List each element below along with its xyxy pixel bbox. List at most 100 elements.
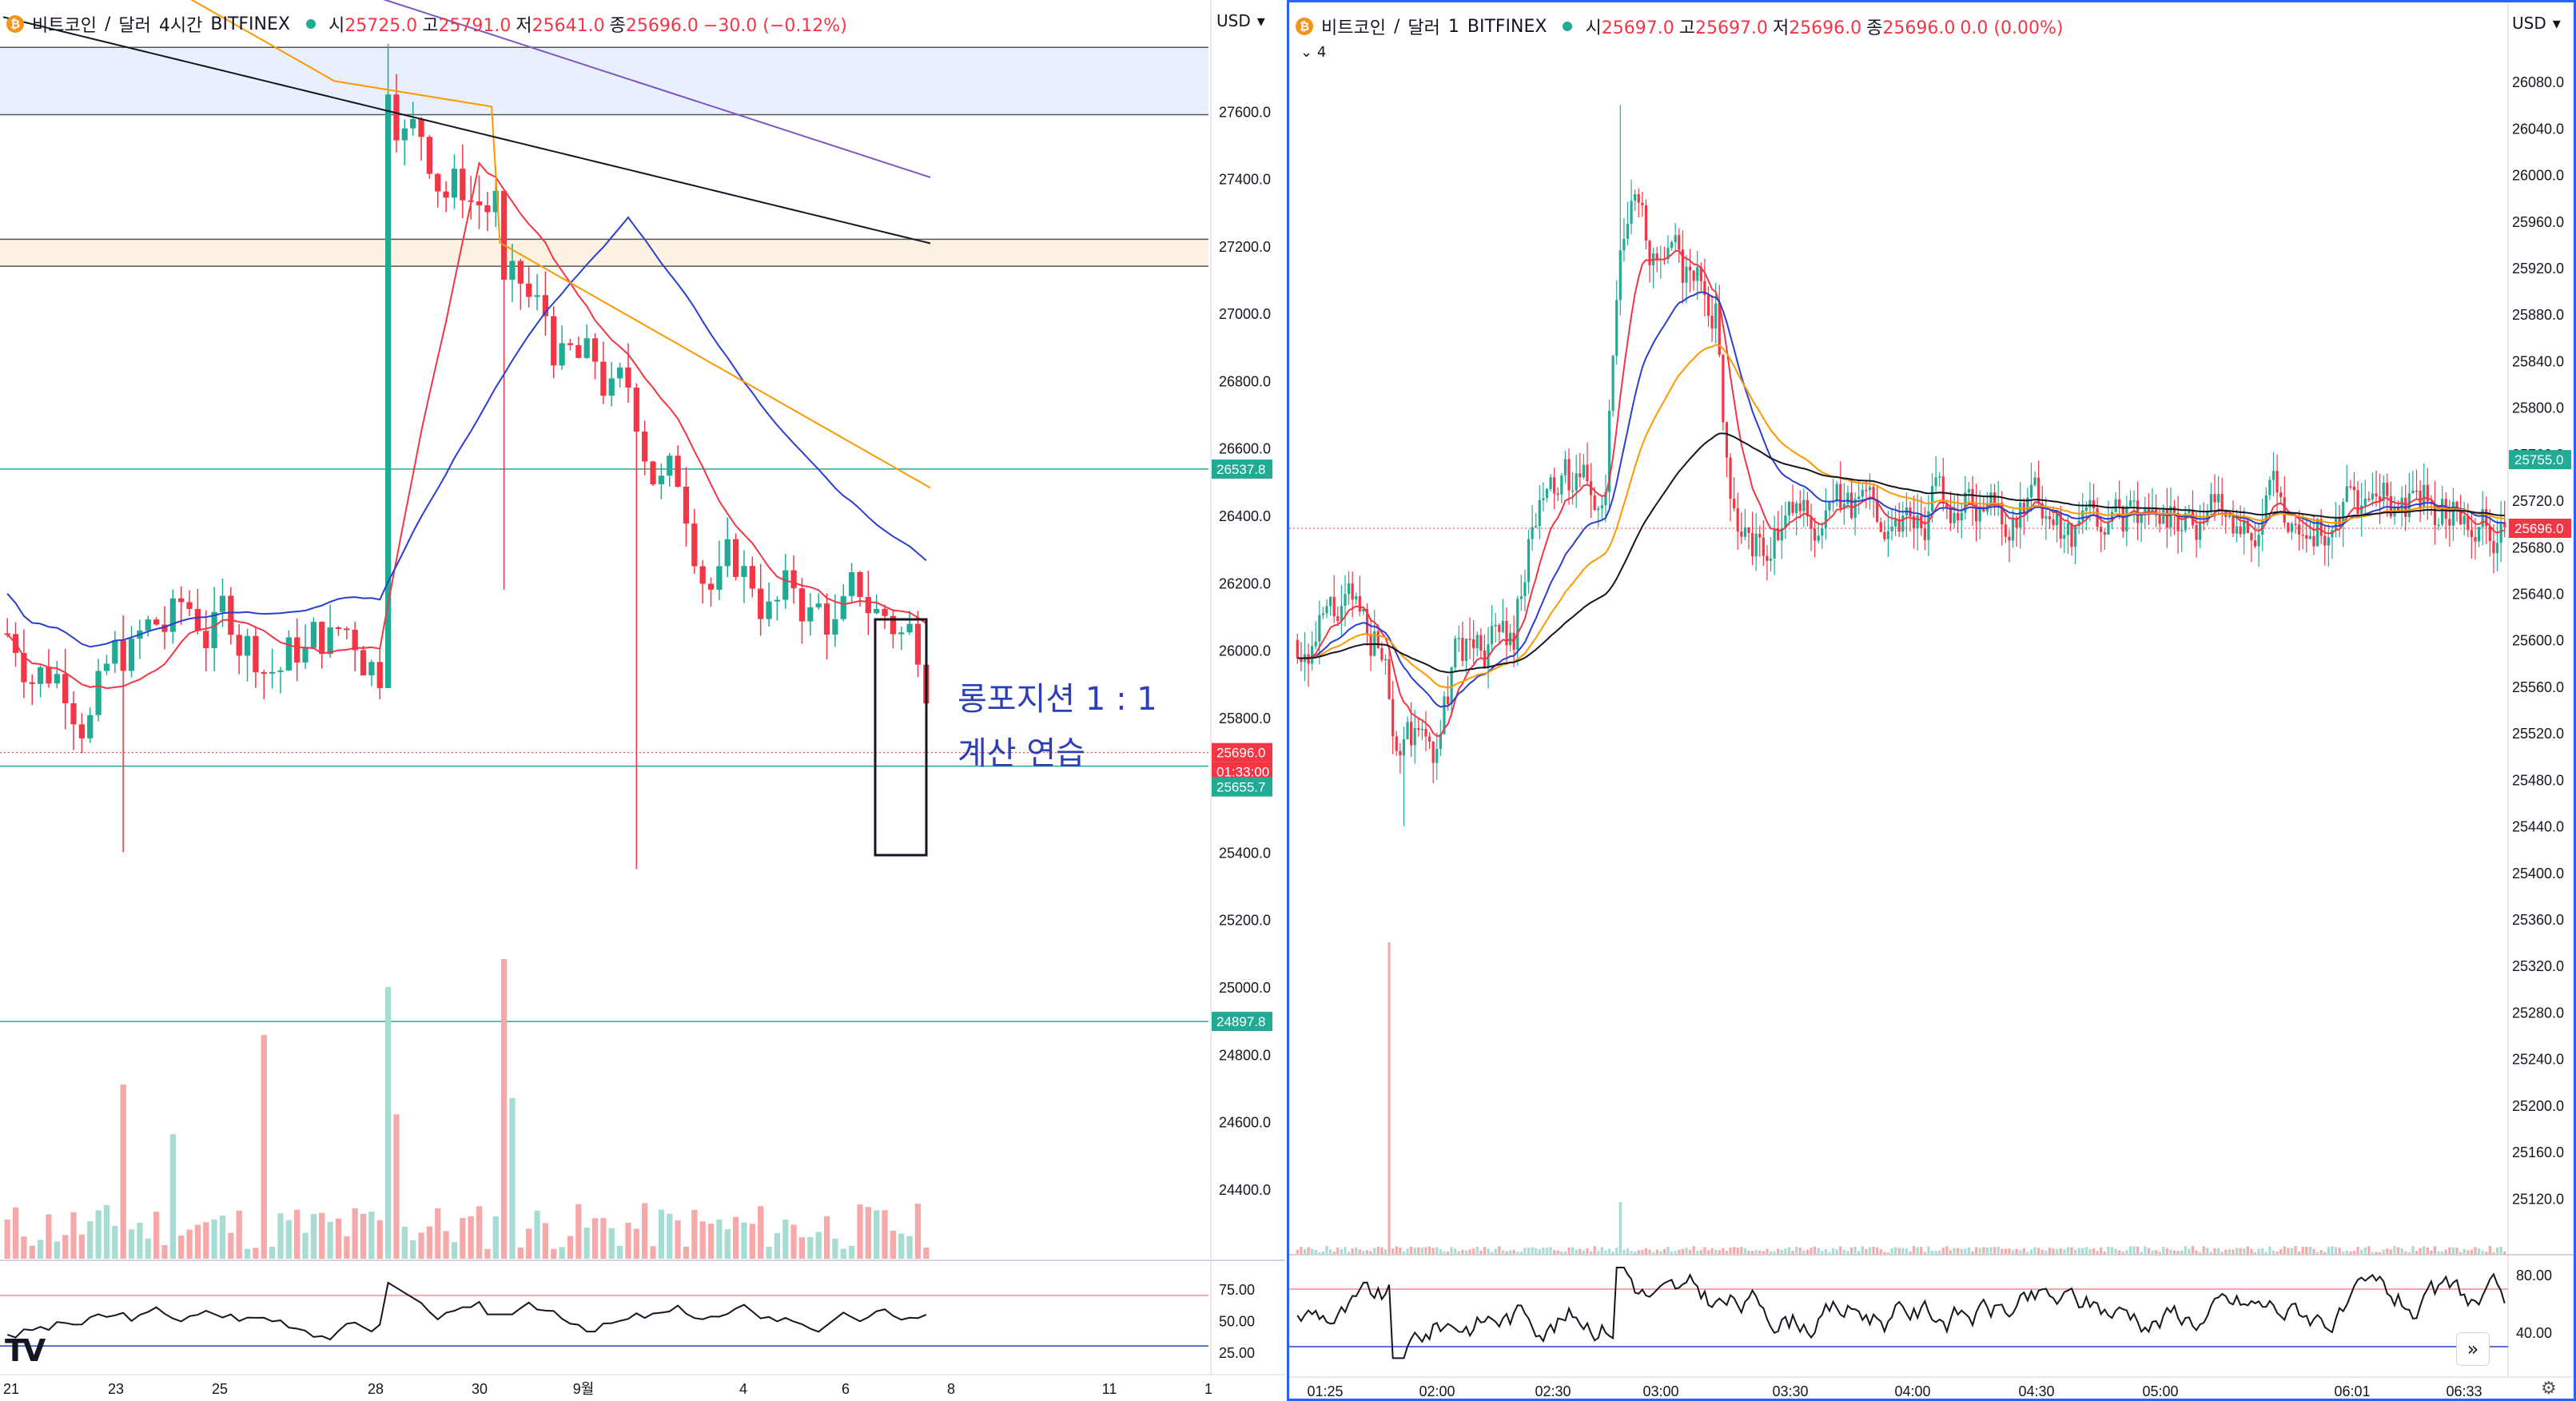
tradingview-logo-icon[interactable]: TV bbox=[5, 1333, 46, 1368]
right-chart-pane[interactable]: 26080.0 26040.0 26000.0 25960.0 25920.0 25880… bbox=[1287, 0, 2576, 1401]
indicator-toggle[interactable]: ⌄ 4 bbox=[1300, 44, 1326, 61]
left-interval[interactable]: 4시간 bbox=[158, 16, 203, 36]
right-symbol-name[interactable]: 비트코인 bbox=[1321, 18, 1386, 38]
volume-bar bbox=[2352, 1251, 2356, 1254]
candle-body bbox=[2052, 519, 2055, 525]
candle-body bbox=[87, 714, 94, 738]
volume-bar bbox=[1560, 1252, 1563, 1254]
volume-bar bbox=[426, 1226, 433, 1259]
candle-body bbox=[1454, 639, 1457, 668]
volume-bar bbox=[2147, 1248, 2150, 1254]
candle-body bbox=[78, 724, 86, 738]
volume-bar bbox=[1508, 1250, 1512, 1254]
candle-body bbox=[1519, 595, 1523, 599]
volume-bar bbox=[625, 1222, 631, 1259]
volume-bar bbox=[1542, 1248, 1545, 1254]
volume-bar bbox=[2301, 1246, 2304, 1254]
volume-bar bbox=[2001, 1248, 2004, 1254]
volume-bar bbox=[2162, 1246, 2165, 1254]
price-axis-label: 25000.0 bbox=[1219, 980, 1271, 996]
volume-bar bbox=[2319, 1250, 2323, 1254]
price-axis-label: 25360.0 bbox=[2512, 912, 2564, 928]
price-axis-label: 25920.0 bbox=[2512, 261, 2564, 277]
double-chevron-right-icon[interactable]: » bbox=[2456, 1332, 2490, 1366]
gear-icon[interactable]: ⚙ bbox=[2541, 1379, 2557, 1399]
volume-bar bbox=[2019, 1250, 2022, 1254]
volume-bar bbox=[882, 1210, 888, 1259]
right-chart-canvas[interactable]: 26080.0 26040.0 26000.0 25960.0 25920.0 25880… bbox=[1289, 2, 2574, 1401]
right-interval[interactable]: 1 bbox=[1447, 16, 1459, 37]
volume-bar bbox=[1883, 1252, 1886, 1254]
oscillator-axis-label: 50.00 bbox=[1219, 1314, 1255, 1330]
time-axis-label: 06:33 bbox=[2446, 1383, 2482, 1399]
candle-body bbox=[2360, 505, 2363, 515]
volume-bar bbox=[1604, 1250, 1607, 1254]
oscillator-axis-label: 75.00 bbox=[1219, 1282, 1255, 1298]
candle-body bbox=[2290, 523, 2294, 532]
volume-bar bbox=[2114, 1248, 2117, 1254]
volume-bar bbox=[1464, 1250, 1468, 1254]
volume-bar bbox=[583, 1227, 590, 1259]
right-currency-menu[interactable]: USD ▾ bbox=[2512, 14, 2561, 33]
volume-bar bbox=[1318, 1252, 1321, 1254]
volume-bar bbox=[2356, 1247, 2359, 1254]
candle-body bbox=[2011, 517, 2015, 541]
volume-bar bbox=[1472, 1248, 1475, 1254]
volume-bar bbox=[1344, 1247, 1347, 1254]
time-axis-label: 06:01 bbox=[2334, 1383, 2370, 1399]
volume-bar bbox=[1985, 1247, 1989, 1254]
candle-body bbox=[1971, 488, 1974, 505]
volume-bar bbox=[633, 1228, 639, 1259]
candle-body bbox=[37, 667, 44, 684]
volume-bar bbox=[2121, 1252, 2124, 1254]
volume-bar bbox=[2430, 1250, 2433, 1254]
left-chart-canvas[interactable]: 27600.0 27400.0 27200.0 27000.0 26800.0 26600… bbox=[0, 0, 1285, 1401]
candle-body bbox=[1355, 595, 1358, 600]
volume-bar bbox=[2485, 1252, 2488, 1254]
candle-body bbox=[2044, 515, 2048, 519]
volume-bar bbox=[451, 1242, 458, 1259]
volume-bar bbox=[2110, 1247, 2114, 1254]
right-symbol-legend: ₿ 비트코인 / 달러 1 BITFINEX 시25697.0 고25697.0 저… bbox=[1296, 14, 2068, 39]
left-symbol-name[interactable]: 비트코인 bbox=[32, 16, 97, 36]
volume-bar bbox=[2195, 1250, 2198, 1254]
annotation-line-2[interactable]: 계산 연습 bbox=[958, 735, 1085, 772]
volume-bar bbox=[1641, 1249, 1644, 1254]
volume-bar bbox=[1373, 1248, 1376, 1254]
volume-bar bbox=[2323, 1252, 2327, 1254]
candle-body bbox=[1395, 736, 1398, 751]
left-currency-menu[interactable]: USD ▾ bbox=[1216, 11, 1265, 30]
candle-body bbox=[46, 667, 52, 684]
annotation-line-1[interactable]: 롱포지션 1 : 1 bbox=[958, 681, 1157, 718]
volume-bar bbox=[2459, 1252, 2463, 1254]
candle-body bbox=[2165, 509, 2168, 528]
candle-body bbox=[277, 670, 284, 672]
candle-body bbox=[1325, 606, 1328, 614]
candle-body bbox=[749, 566, 755, 589]
candle-body bbox=[1802, 500, 1806, 511]
volume-bar bbox=[2275, 1252, 2279, 1254]
volume-bar bbox=[2250, 1248, 2253, 1254]
volume-bar bbox=[1538, 1249, 1541, 1254]
volume-bar bbox=[1725, 1250, 1729, 1254]
candle-body bbox=[1957, 512, 1960, 521]
candle-body bbox=[882, 608, 888, 616]
candle-body bbox=[1351, 583, 1354, 600]
candle-body bbox=[1344, 594, 1347, 607]
candle-body bbox=[1879, 522, 1882, 532]
ohlc-value: 25697.0 bbox=[1694, 18, 1768, 38]
price-axis-label: 24400.0 bbox=[1219, 1182, 1271, 1198]
volume-bar bbox=[1842, 1249, 1845, 1254]
left-chart-pane[interactable]: 27600.0 27400.0 27200.0 27000.0 26800.0 26600… bbox=[0, 0, 1285, 1401]
candle-body bbox=[2389, 496, 2392, 517]
ohlc-value: −30.0 (−0.12%) bbox=[703, 16, 847, 36]
candle-body bbox=[2338, 518, 2341, 525]
candle-body bbox=[2481, 509, 2484, 527]
volume-bar bbox=[1758, 1250, 1762, 1254]
candle-body bbox=[244, 635, 251, 656]
candle-body bbox=[1491, 626, 1494, 645]
volume-bar bbox=[2415, 1251, 2419, 1254]
time-axis-label: 03:30 bbox=[1772, 1383, 1808, 1399]
volume-bar bbox=[1835, 1249, 1838, 1254]
candle-body bbox=[1321, 613, 1325, 615]
